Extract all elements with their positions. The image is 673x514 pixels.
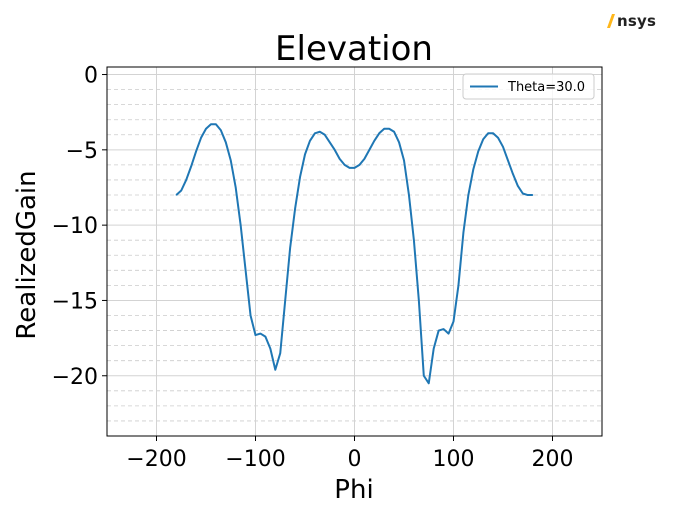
x-tick-label: −100 <box>225 447 285 472</box>
data-point <box>517 185 519 187</box>
data-point <box>210 123 212 125</box>
data-point <box>334 149 336 151</box>
data-point <box>423 375 425 377</box>
series-layer <box>175 123 534 385</box>
data-point <box>378 132 380 134</box>
data-point <box>235 186 237 189</box>
data-point <box>507 159 509 161</box>
data-point <box>245 269 247 271</box>
data-point <box>344 164 346 166</box>
data-point <box>403 159 405 161</box>
x-tick-label: −200 <box>126 447 186 472</box>
data-point <box>259 332 262 335</box>
grid <box>107 67 602 436</box>
data-point <box>240 224 242 226</box>
y-tick-label: −10 <box>52 214 98 239</box>
data-point <box>443 328 445 330</box>
data-point <box>180 189 182 192</box>
x-tick-label: 0 <box>348 447 362 472</box>
data-point <box>522 192 524 195</box>
data-point <box>457 284 460 286</box>
data-point <box>289 247 291 249</box>
data-point <box>309 140 311 142</box>
x-axis-label: Phi <box>334 475 373 505</box>
data-point <box>393 131 395 133</box>
x-axis: −200 −100 0 100 200 <box>126 436 574 472</box>
data-point <box>205 128 207 130</box>
data-point <box>353 167 356 169</box>
x-tick-label: 100 <box>433 447 475 472</box>
data-point <box>438 329 440 332</box>
data-point <box>408 194 410 196</box>
brand-logo: nsys <box>607 11 656 31</box>
data-point <box>413 239 415 241</box>
data-point <box>274 369 276 371</box>
data-point <box>215 123 217 125</box>
y-tick-label: −15 <box>52 289 98 314</box>
data-point <box>527 194 529 196</box>
data-point <box>284 299 286 302</box>
brand-logo-text: nsys <box>617 12 657 30</box>
data-point <box>472 168 474 171</box>
data-point <box>348 167 351 169</box>
legend-box <box>462 73 595 100</box>
data-point <box>368 149 370 151</box>
y-axis-label: RealizedGain <box>12 170 42 339</box>
y-axis: 0 −5 −10 −15 −20 <box>52 64 107 390</box>
data-point <box>200 137 202 139</box>
data-point <box>294 207 296 210</box>
data-point <box>249 314 252 317</box>
data-point <box>462 232 464 234</box>
data-point <box>363 158 365 160</box>
data-point <box>319 131 321 133</box>
data-point <box>383 128 385 130</box>
data-point <box>388 128 390 130</box>
data-point <box>373 140 375 142</box>
data-point <box>324 134 326 136</box>
data-point <box>447 332 450 335</box>
data-point <box>304 153 306 155</box>
data-point <box>433 348 435 350</box>
chart-title: Elevation <box>275 29 433 69</box>
data-point <box>512 173 514 175</box>
data-point <box>467 194 469 196</box>
data-point <box>314 132 316 134</box>
legend: Theta=30.0 <box>462 73 595 100</box>
data-point <box>497 137 499 139</box>
data-point <box>482 138 484 140</box>
data-point <box>254 334 257 336</box>
data-point <box>269 348 271 350</box>
data-point <box>339 158 341 160</box>
data-point <box>225 141 227 143</box>
legend-label: Theta=30.0 <box>507 80 585 95</box>
data-point <box>230 159 232 161</box>
data-point <box>492 132 494 134</box>
data-point <box>299 176 301 178</box>
data-point <box>190 165 192 168</box>
data-point <box>195 150 197 152</box>
data-point <box>418 299 420 302</box>
data-point <box>279 352 281 354</box>
data-point <box>358 164 361 166</box>
data-point <box>185 179 187 181</box>
x-tick-label: 200 <box>532 447 574 472</box>
data-point <box>428 382 430 384</box>
y-tick-label: −5 <box>66 139 98 164</box>
data-point <box>487 132 489 134</box>
y-tick-label: −20 <box>52 365 98 390</box>
data-point <box>532 194 534 196</box>
data-point <box>175 194 177 196</box>
data-point <box>329 141 331 143</box>
data-point <box>502 146 504 148</box>
ansys-logo-mark-icon <box>607 14 615 28</box>
data-point <box>452 320 455 323</box>
data-point <box>398 141 400 143</box>
data-point <box>477 150 479 152</box>
y-tick-label: 0 <box>84 64 98 89</box>
data-point <box>264 335 266 338</box>
data-point <box>220 129 222 131</box>
